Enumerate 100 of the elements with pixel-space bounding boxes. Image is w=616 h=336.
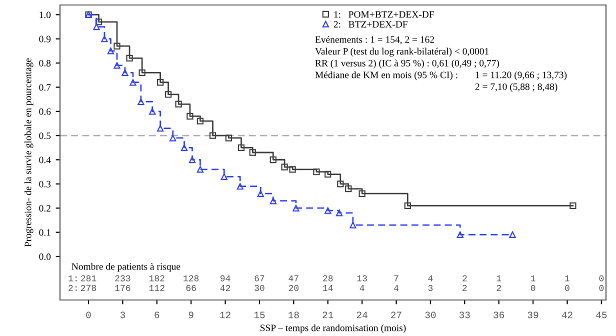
annotation: 128 (184, 275, 199, 282)
point (570, 202, 576, 210)
annotation: 42 (220, 284, 230, 291)
y-tick-label: 1.0 (40, 12, 51, 18)
y-tick-label: 0.3 (39, 180, 51, 188)
x-tick-label: 39 (528, 312, 538, 318)
annotation: 47 (288, 275, 298, 282)
x-tick-label: 42 (562, 312, 572, 318)
point (196, 118, 204, 124)
point (156, 124, 164, 132)
annotation: 278 (81, 284, 96, 292)
point (313, 168, 320, 176)
point (281, 164, 288, 170)
point (130, 79, 136, 86)
point (138, 98, 144, 106)
x-tick-label: 12 (220, 312, 230, 318)
point (225, 134, 232, 142)
annotation: 182 (149, 275, 164, 282)
point (249, 149, 256, 156)
point (324, 170, 332, 178)
annotation: 176 (115, 284, 130, 292)
y-axis-title: Progression- de la survie globale en pourcentage (24, 58, 34, 247)
x-tick-label: 24 (356, 312, 368, 318)
annotation: 0 (599, 275, 604, 282)
point (289, 166, 296, 173)
annotation: 2 (496, 284, 501, 291)
y-tick-label: 0.4 (39, 156, 51, 164)
point (270, 198, 276, 204)
point (404, 202, 411, 210)
annotation: 66 (186, 284, 196, 292)
annotation: Médiane de KM en mois (95 % CI) : (315, 71, 458, 80)
y-tick-label: 0.0 (39, 253, 51, 260)
x-tick-label: 45 (596, 312, 607, 318)
annotation: 0 (530, 284, 536, 292)
point (270, 156, 276, 164)
point (209, 132, 216, 139)
annotation: 0 (565, 284, 570, 292)
point (186, 112, 194, 120)
annotation: 0 (599, 284, 604, 292)
annotation: 281 (81, 275, 96, 282)
annotation: 3 (428, 284, 433, 292)
y-tick-label: 0.7 (39, 84, 51, 91)
annotation: 20 (288, 284, 299, 292)
point (122, 69, 128, 76)
point (188, 156, 196, 164)
x-tick-label: 18 (288, 312, 299, 318)
annotation: 67 (254, 275, 264, 282)
annotation: 2 = 7,10 (5,88 ; 8,48) (475, 83, 558, 92)
point (236, 183, 244, 190)
annotation: 14 (323, 285, 333, 291)
point (164, 91, 172, 98)
point (358, 190, 366, 197)
annotation: 1 = 11.20 (9,66 ; 13,73) (476, 71, 567, 80)
annotation: 4 (360, 285, 364, 291)
point (114, 62, 120, 69)
point (509, 231, 516, 238)
x-axis-title: SSP – temps de randomisation (mois) (260, 324, 406, 334)
annotation: 2 (462, 275, 467, 282)
point (196, 166, 204, 173)
annotation: 1 (530, 275, 536, 282)
legend-label: 2: BTZ+DEX-DF (334, 21, 408, 28)
annotation: 30 (254, 284, 264, 292)
x-tick-label: 30 (425, 312, 436, 318)
y-tick-label: 0.5 (39, 132, 51, 140)
y-tick-label: 0.1 (39, 229, 50, 236)
annotation: 4 (394, 285, 399, 291)
legend-label: 1: POM+BTZ+DEX-DF (334, 11, 434, 18)
y-tick-label: 0.8 (39, 60, 51, 67)
point (175, 100, 182, 108)
point (101, 36, 108, 42)
x-tick-label: 21 (322, 312, 334, 318)
point (170, 134, 176, 142)
annotation: 2 (462, 284, 467, 291)
x-tick-label: 27 (391, 312, 402, 318)
point (456, 231, 464, 238)
x-tick-label: 15 (254, 312, 265, 318)
x-tick-label: 9 (188, 312, 194, 318)
x-tick-label: 0 (86, 312, 91, 318)
annotation: 7 (394, 275, 398, 282)
x-tick-label: 36 (494, 312, 504, 318)
point (345, 185, 352, 192)
point (107, 48, 114, 54)
point (114, 42, 120, 50)
annotation: 4 (428, 275, 433, 282)
point (126, 54, 133, 62)
point (292, 204, 300, 212)
annotation: 94 (220, 275, 230, 282)
x-tick-label: 33 (459, 312, 470, 318)
annotation: Valeur P (test du log rank-bilatéral) < 0,0001 (315, 48, 489, 57)
annotation: 233 (115, 275, 130, 282)
point (138, 69, 146, 76)
point (324, 207, 332, 214)
annotation: 13 (357, 275, 367, 282)
annotation: 1 (565, 275, 570, 282)
point (238, 144, 245, 151)
annotation: 1: (68, 275, 77, 282)
x-tick-label: 3 (120, 312, 125, 318)
point (180, 144, 188, 151)
point (257, 190, 264, 197)
annotation: 112 (149, 284, 164, 291)
